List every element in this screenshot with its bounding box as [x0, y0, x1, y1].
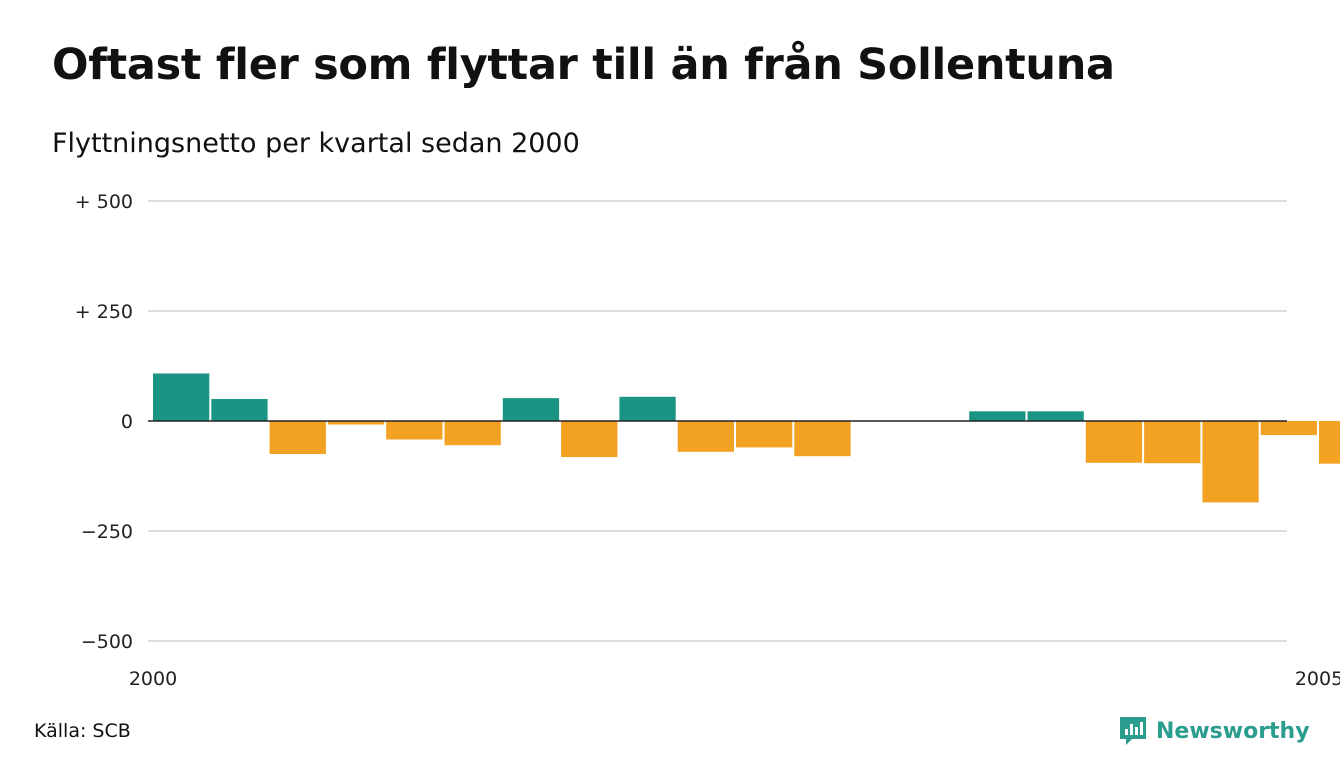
chart-title: Oftast fler som flyttar till än från Sol…: [52, 40, 1115, 90]
gridlines: [148, 200, 1287, 642]
y-tick-label: + 250: [75, 301, 133, 323]
newsworthy-logo-icon: [1120, 717, 1146, 745]
x-tick-label: 2005: [1295, 668, 1340, 690]
bars: [153, 373, 1340, 503]
bar: [444, 421, 501, 446]
x-axis-ticks: 20002005201020152020: [129, 668, 1340, 690]
bar: [269, 421, 326, 454]
x-tick-label: 2000: [129, 668, 177, 690]
bar: [153, 373, 210, 421]
bar: [1027, 411, 1084, 421]
y-axis-ticks: + 500 + 250 0 −250 −500: [75, 191, 133, 653]
chart-subtitle: Flyttningsnetto per kvartal sedan 2000: [52, 128, 580, 159]
bar: [502, 398, 560, 421]
bar: [1144, 421, 1201, 464]
bar: [386, 421, 443, 440]
bar: [736, 421, 793, 448]
bar: [969, 411, 1026, 421]
bar: [677, 421, 734, 452]
brand-name: Newsworthy: [1156, 718, 1310, 744]
bar: [619, 396, 676, 421]
bar: [1260, 421, 1317, 436]
y-tick-label: 0: [121, 411, 133, 433]
source-note: Källa: SCB: [34, 720, 131, 742]
newsworthy-brand[interactable]: Newsworthy: [1118, 714, 1310, 748]
y-tick-label: −250: [81, 521, 133, 543]
bar: [1202, 421, 1259, 503]
bar: [327, 421, 385, 425]
y-tick-label: + 500: [75, 191, 133, 213]
bar: [561, 421, 618, 458]
bar: [1085, 421, 1143, 463]
bar: [1319, 421, 1340, 464]
bar: [794, 421, 851, 457]
y-tick-label: −500: [81, 631, 133, 653]
bar: [211, 399, 268, 421]
